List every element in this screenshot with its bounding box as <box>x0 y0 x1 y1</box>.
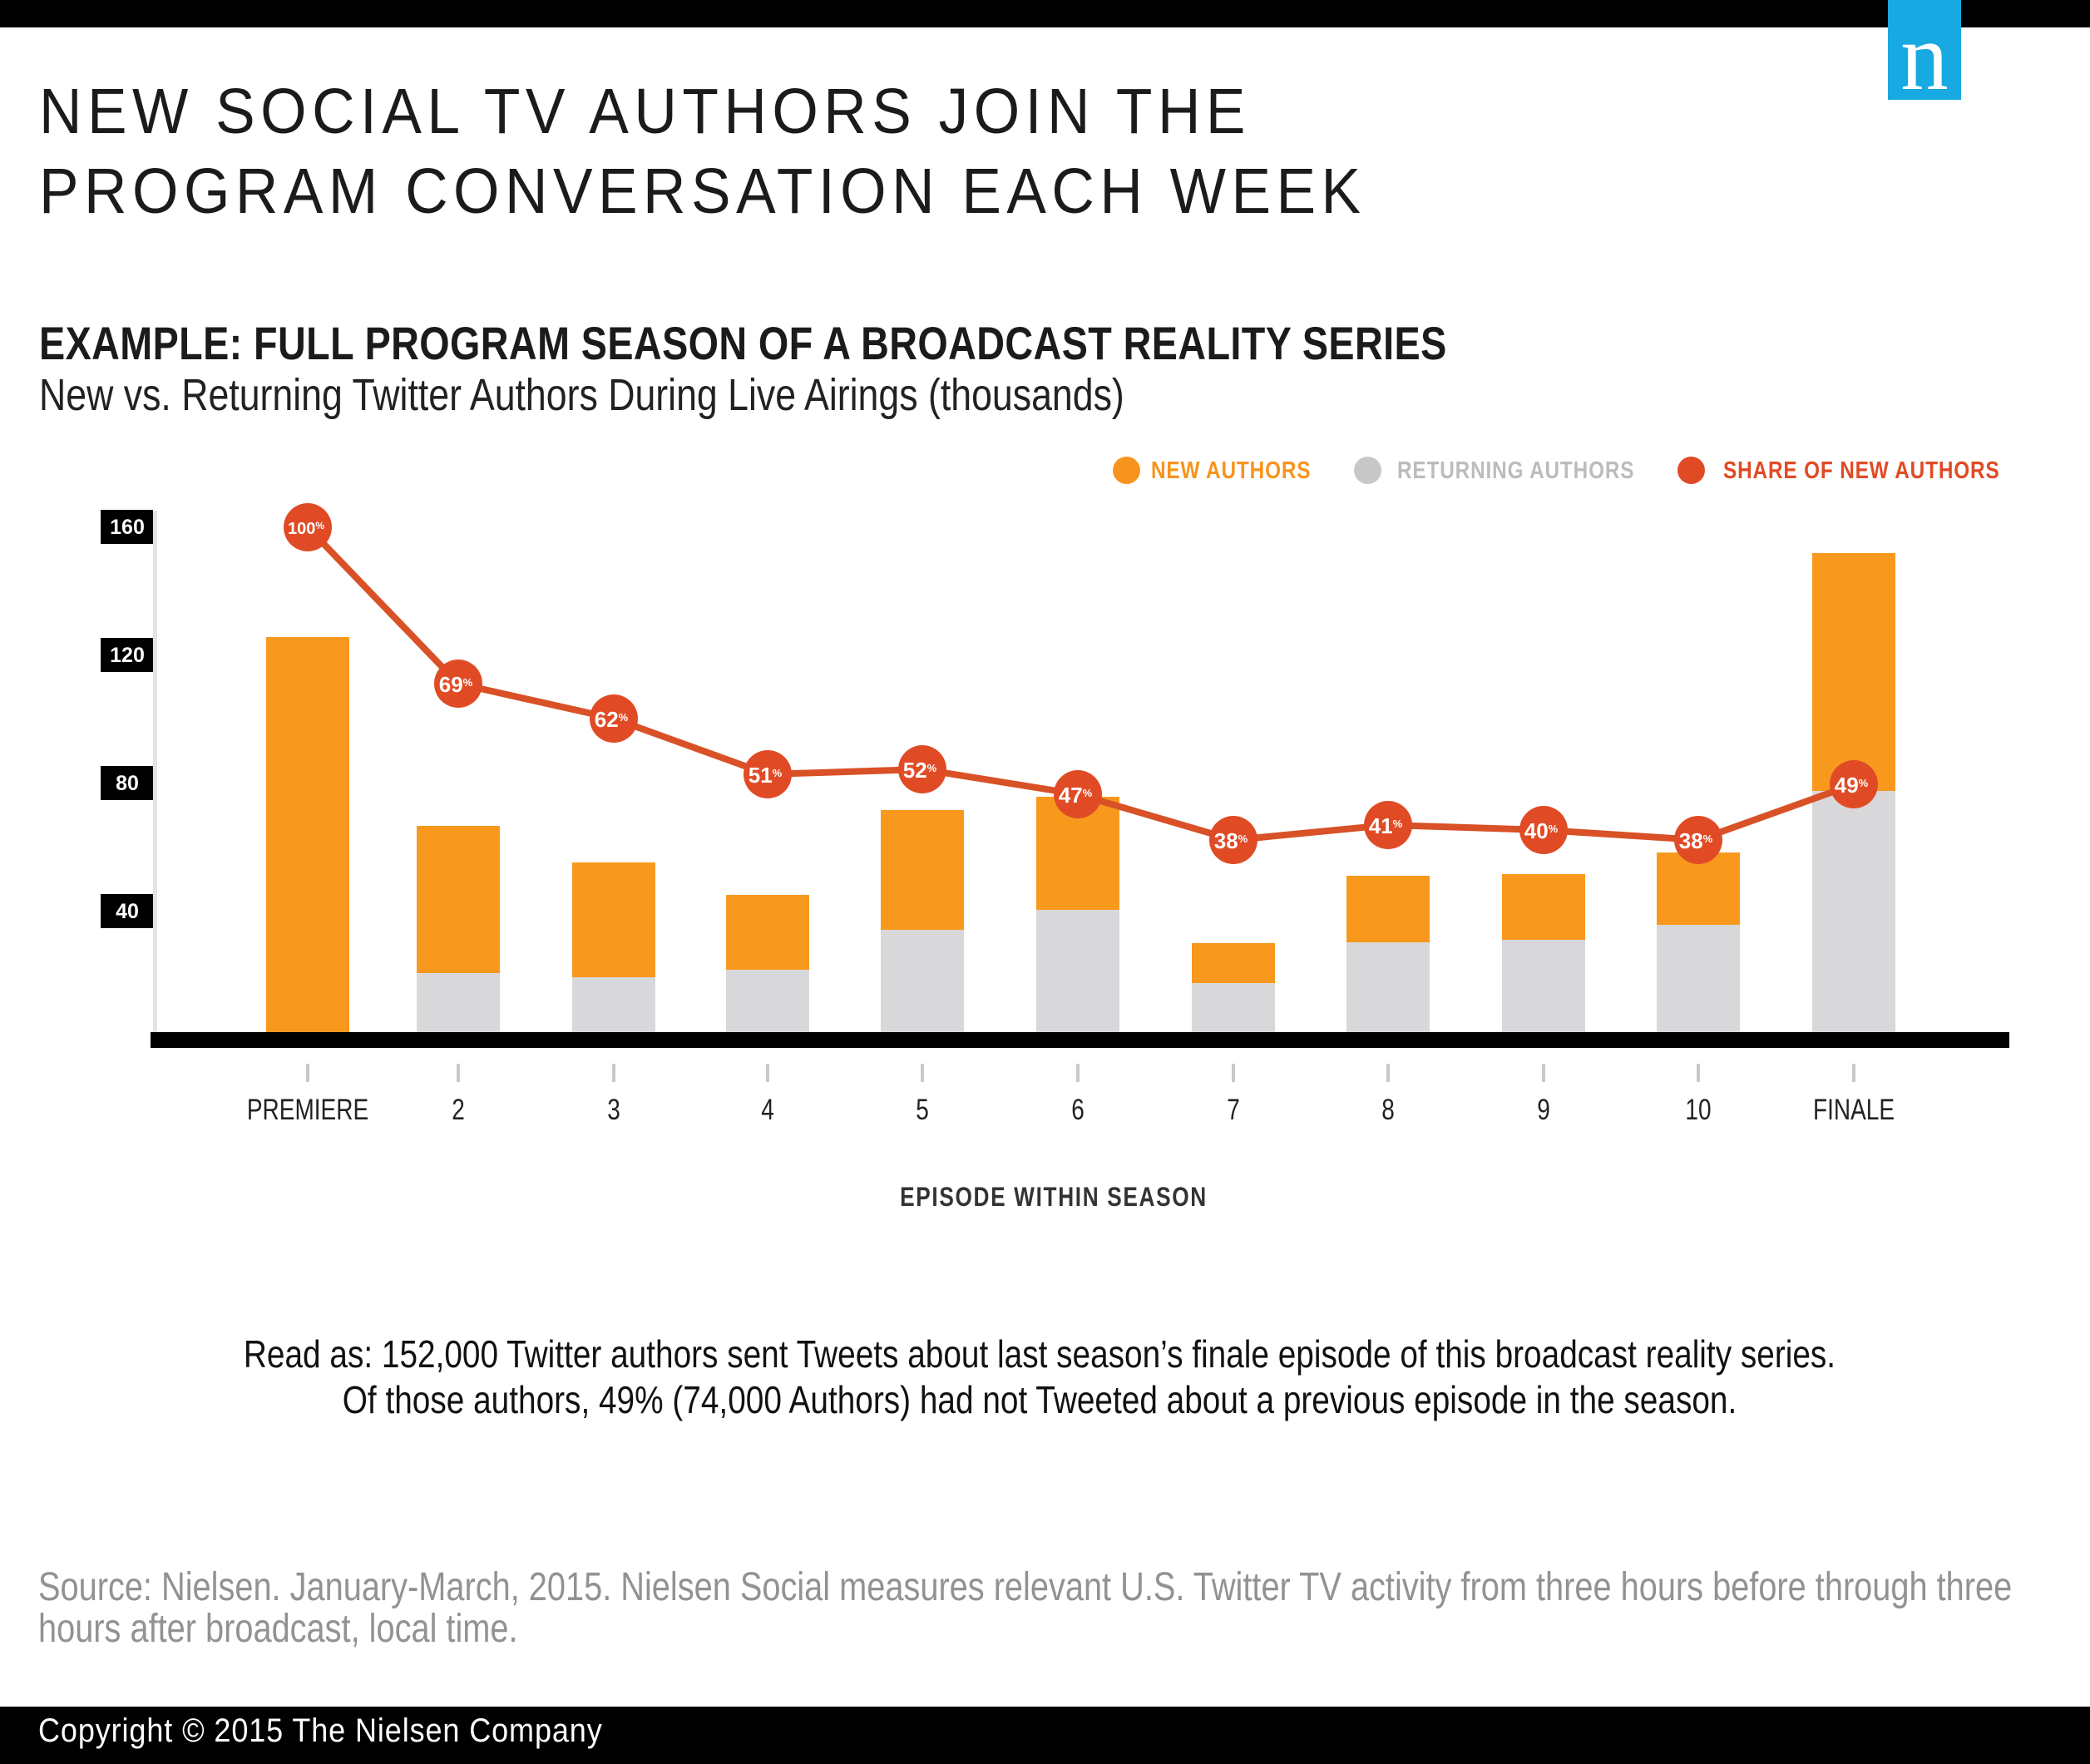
svg-text:40: 40 <box>116 900 139 923</box>
svg-text:47%: 47% <box>1059 783 1093 808</box>
svg-text:120: 120 <box>110 644 145 667</box>
svg-text:51%: 51% <box>749 763 783 788</box>
svg-text:38%: 38% <box>1679 828 1713 853</box>
svg-text:100%: 100% <box>288 520 324 538</box>
svg-text:160: 160 <box>110 516 145 539</box>
svg-text:80: 80 <box>116 772 139 795</box>
